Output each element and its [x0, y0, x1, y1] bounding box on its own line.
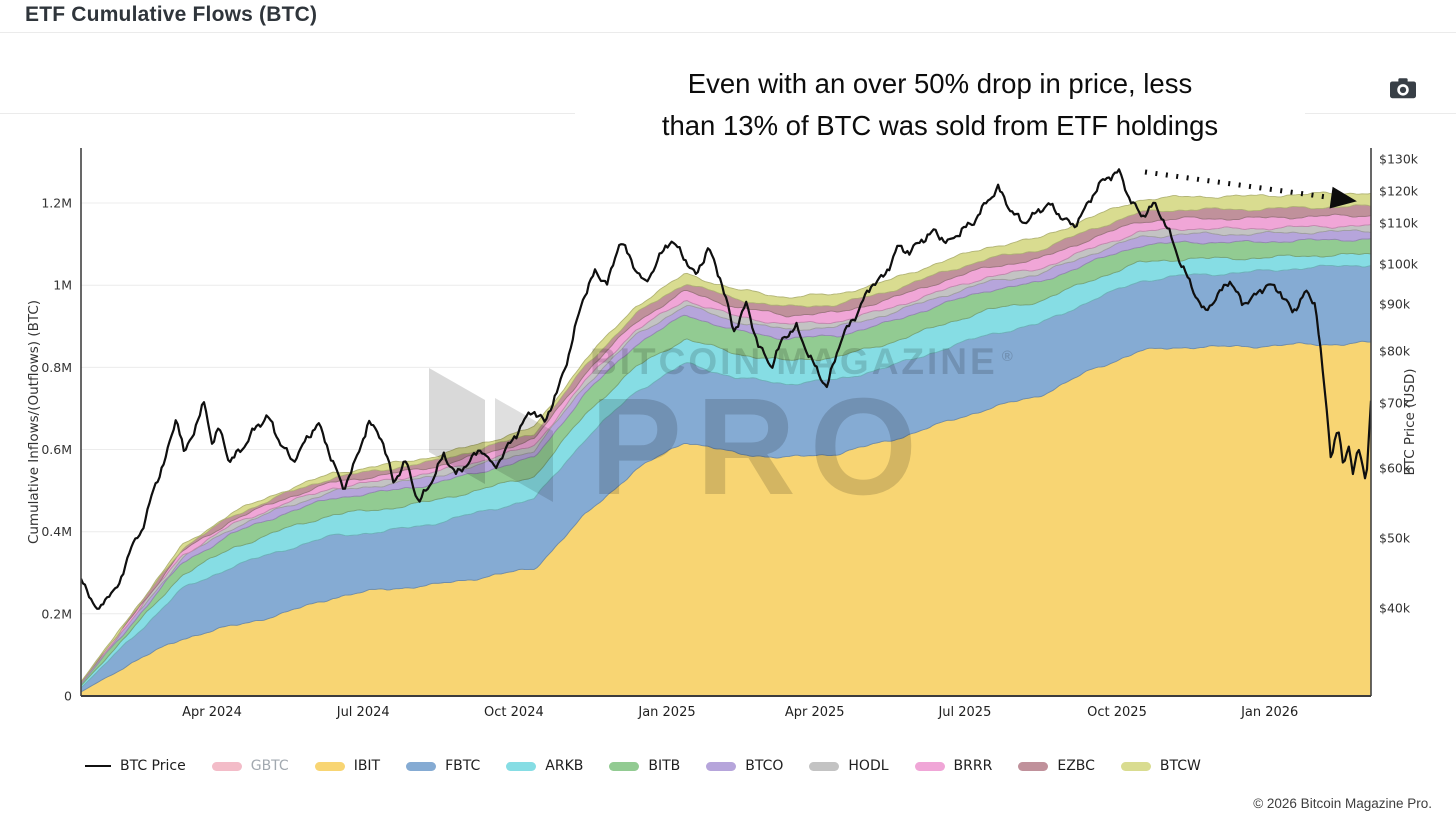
legend-swatch-ibit	[314, 761, 345, 771]
legend-swatch-hodl	[809, 761, 840, 771]
legend-label: BITB	[648, 758, 681, 774]
y-left-axis-title: Cumulative Inflows/(Outflows) (BTC)	[26, 300, 42, 544]
y-left-tick: 0.4M	[41, 524, 72, 539]
legend-swatch-btc-price	[85, 765, 111, 767]
legend-item-fbtc[interactable]: FBTC	[406, 758, 480, 774]
y-left-tick: 0	[64, 689, 72, 704]
copyright-text: © 2026 Bitcoin Magazine Pro.	[1253, 796, 1432, 811]
x-axis-tick: Apr 2024	[182, 705, 242, 720]
x-axis-tick: Jan 2026	[1240, 705, 1298, 720]
legend-label: GBTC	[250, 758, 289, 774]
legend-label: IBIT	[353, 758, 381, 774]
chart-legend: BTC Price GBTC IBIT FBTC ARKB BITB BTCO HODL BRR…	[85, 751, 1201, 781]
legend-item-gbtc[interactable]: GBTC	[211, 758, 289, 774]
dotted-trend-arrow	[1144, 169, 1342, 202]
y-right-axis-title: BTC Price (USD)	[1402, 368, 1418, 475]
legend-swatch-btcw	[1120, 761, 1151, 771]
legend-label: BRRR	[953, 758, 993, 774]
y-right-tick: $120k	[1379, 184, 1419, 199]
legend-item-btc-price[interactable]: BTC Price	[85, 758, 186, 774]
screenshot-camera-button[interactable]	[1384, 72, 1422, 106]
y-left-tick: 0.6M	[41, 442, 72, 457]
legend-item-hodl[interactable]: HODL	[809, 758, 889, 774]
y-left-tick: 0.2M	[41, 606, 72, 621]
annotation-line-2: than 13% of BTC was sold from ETF holdin…	[661, 110, 1219, 141]
x-axis-tick: Oct 2024	[484, 705, 544, 720]
y-right-tick: $130k	[1379, 152, 1419, 167]
x-axis-tick: Oct 2025	[1087, 705, 1147, 720]
y-right-tick: $110k	[1379, 216, 1419, 231]
legend-label: ARKB	[545, 758, 584, 774]
page-title: ETF Cumulative Flows (BTC)	[25, 3, 318, 26]
legend-swatch-brrr	[914, 761, 945, 771]
legend-swatch-ezbc	[1018, 761, 1049, 771]
legend-swatch-arkb	[506, 761, 537, 771]
x-axis-tick: Jul 2025	[937, 705, 991, 720]
y-right-tick: $70k	[1379, 396, 1411, 411]
legend-label: HODL	[848, 758, 889, 774]
title-bar: ETF Cumulative Flows (BTC)	[0, 0, 1456, 33]
y-left-tick: 1.2M	[41, 196, 72, 211]
stacked-areas	[81, 191, 1371, 696]
legend-label: BTC Price	[120, 758, 186, 774]
etf-flows-chart-canvas[interactable]: 0 0.2M 0.4M 0.6M 0.8M 1M 1.2M $130k $120k $110k $1…	[0, 115, 1456, 745]
y-right-tick: $60k	[1379, 461, 1411, 476]
btc-price-line	[81, 168, 1371, 610]
legend-item-btcw[interactable]: BTCW	[1120, 758, 1201, 774]
y-left-tick: 0.8M	[41, 360, 72, 375]
x-axis-tick: Apr 2025	[785, 705, 845, 720]
chart-annotation-text: Even with an over 50% drop in price, les…	[575, 63, 1305, 147]
legend-label: BTCO	[745, 758, 784, 774]
y-right-tick: $100k	[1379, 257, 1419, 272]
legend-item-brrr[interactable]: BRRR	[914, 758, 993, 774]
arrow-head-icon	[1329, 186, 1357, 209]
annotation-line-1: Even with an over 50% drop in price, les…	[687, 68, 1193, 99]
legend-item-ezbc[interactable]: EZBC	[1018, 758, 1095, 774]
x-axis-tick: Jul 2024	[336, 705, 390, 720]
legend-label: FBTC	[445, 758, 481, 774]
y-right-tick: $40k	[1379, 601, 1411, 616]
x-axis-tick: Jan 2025	[637, 705, 695, 720]
legend-item-arkb[interactable]: ARKB	[506, 758, 583, 774]
legend-swatch-fbtc	[406, 761, 437, 771]
legend-swatch-btco	[706, 761, 737, 771]
legend-label: BTCW	[1159, 758, 1201, 774]
y-right-tick: $90k	[1379, 297, 1411, 312]
camera-icon	[1390, 77, 1416, 98]
y-left-tick: 1M	[53, 278, 72, 293]
legend-item-btco[interactable]: BTCO	[706, 758, 783, 774]
legend-item-ibit[interactable]: IBIT	[314, 758, 381, 774]
legend-label: EZBC	[1057, 758, 1095, 774]
y-right-tick: $80k	[1379, 344, 1411, 359]
legend-swatch-bitb	[609, 761, 640, 771]
y-right-tick: $50k	[1379, 531, 1411, 546]
legend-swatch-gbtc	[211, 761, 242, 771]
legend-item-bitb[interactable]: BITB	[609, 758, 680, 774]
